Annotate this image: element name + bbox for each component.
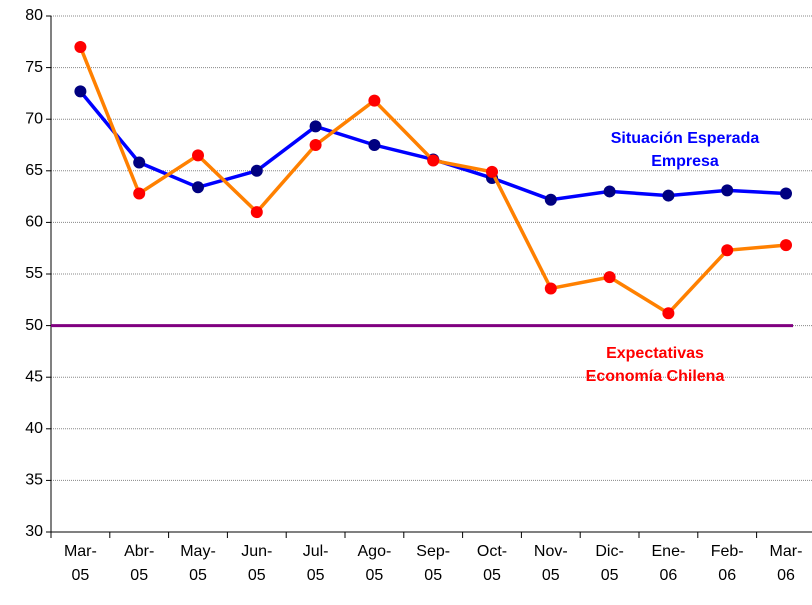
point bbox=[309, 120, 322, 133]
point bbox=[133, 156, 146, 169]
series-line bbox=[78, 46, 787, 316]
point bbox=[74, 85, 87, 98]
x-tick-label: Jul-05 bbox=[303, 543, 329, 584]
y-tick-label: 45 bbox=[25, 368, 43, 385]
series-label: Situación Esperada Empresa bbox=[611, 130, 760, 170]
x-tick-label: Mar-06 bbox=[770, 543, 803, 584]
point bbox=[603, 185, 616, 198]
point bbox=[721, 184, 734, 197]
x-tick-label: Ago-05 bbox=[358, 543, 392, 584]
y-tick-label: 80 bbox=[25, 7, 43, 24]
point bbox=[368, 94, 381, 107]
x-tick-label: Oct-05 bbox=[477, 543, 507, 584]
point bbox=[544, 193, 557, 206]
point bbox=[427, 154, 440, 167]
y-tick-label: 60 bbox=[25, 214, 43, 231]
y-tick-label: 70 bbox=[25, 110, 43, 127]
y-tick-label: 65 bbox=[25, 162, 43, 179]
point bbox=[544, 282, 557, 295]
point bbox=[662, 307, 675, 320]
y-tick-label: 50 bbox=[25, 317, 43, 334]
series-label: Expectativas Economía Chilena bbox=[586, 345, 725, 385]
point bbox=[250, 206, 263, 219]
y-tick-label: 40 bbox=[25, 420, 43, 437]
point bbox=[721, 244, 734, 257]
point bbox=[309, 139, 322, 151]
x-tick-label: Abr-05 bbox=[124, 543, 154, 584]
point bbox=[486, 165, 498, 178]
point bbox=[192, 181, 204, 194]
point bbox=[368, 139, 381, 151]
x-tick-label: Sep-05 bbox=[416, 543, 450, 584]
point bbox=[780, 187, 792, 200]
y-tick-label: 35 bbox=[25, 472, 43, 489]
y-tick-label: 75 bbox=[25, 59, 43, 76]
point bbox=[74, 40, 87, 53]
x-tick-label: Jun-05 bbox=[241, 543, 272, 584]
x-tick-label: May-05 bbox=[180, 543, 216, 584]
x-tick-label: Feb-06 bbox=[711, 543, 744, 584]
y-tick-label: 30 bbox=[25, 523, 43, 540]
x-tick-label: Mar-05 bbox=[64, 543, 97, 584]
point bbox=[192, 149, 204, 162]
point bbox=[250, 164, 263, 177]
x-tick-label: Dic-05 bbox=[595, 543, 623, 584]
point bbox=[133, 187, 146, 200]
y-tick-label: 55 bbox=[25, 265, 43, 282]
point bbox=[780, 239, 792, 252]
point bbox=[662, 189, 675, 202]
x-tick-label: Ene-06 bbox=[652, 543, 686, 584]
x-tick-label: Nov-05 bbox=[534, 543, 568, 584]
point bbox=[603, 271, 616, 284]
